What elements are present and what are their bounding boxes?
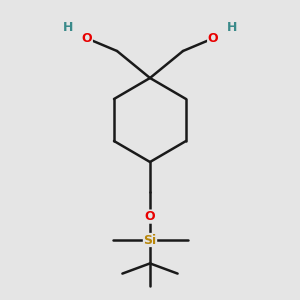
Text: H: H xyxy=(226,21,237,34)
Text: Si: Si xyxy=(143,233,157,247)
Text: O: O xyxy=(145,210,155,223)
Text: O: O xyxy=(82,32,92,45)
Text: O: O xyxy=(208,32,218,45)
Text: H: H xyxy=(63,21,74,34)
